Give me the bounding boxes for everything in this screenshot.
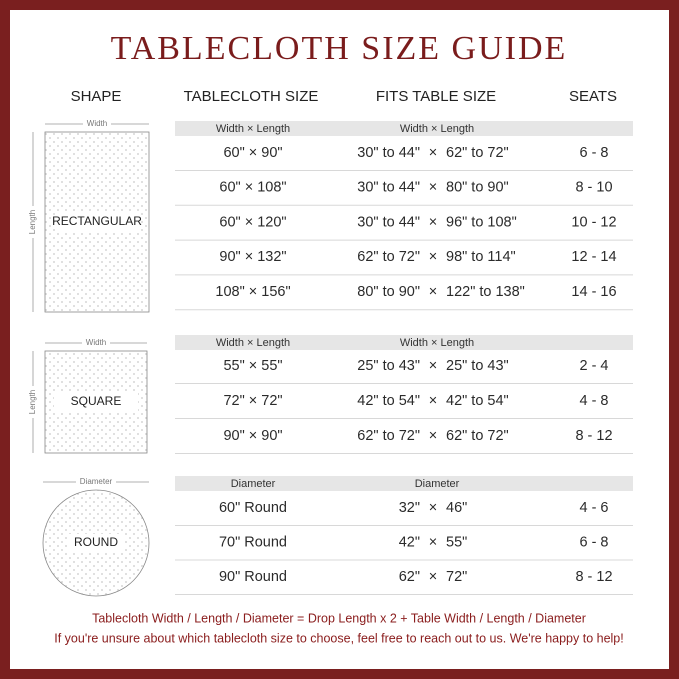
fits-to: 62" to 72" xyxy=(446,145,509,161)
tablecloth-size: 72" × 72" xyxy=(223,393,282,409)
fits-from: 62" to 72" xyxy=(357,249,420,265)
subheader-bar xyxy=(175,335,633,350)
tablecloth-size: 70" Round xyxy=(219,534,287,550)
fits-times: × xyxy=(429,284,437,300)
subheader-bar xyxy=(175,476,633,491)
subheader: Diameter xyxy=(415,478,460,490)
tablecloth-size: 60" × 108" xyxy=(219,180,286,196)
tablecloth-size: 60" × 120" xyxy=(219,214,286,230)
subheader: Width × Length xyxy=(400,337,474,349)
seats: 14 - 16 xyxy=(571,284,616,300)
fits-from: 80" to 90" xyxy=(357,284,420,300)
fits-times: × xyxy=(429,500,437,516)
fits-from: 42" to 54" xyxy=(357,393,420,409)
footer-note: If you're unsure about which tablecloth … xyxy=(54,631,623,645)
tablecloth-size: 60" Round xyxy=(219,500,287,516)
seats: 4 - 8 xyxy=(579,393,608,409)
subheader: Diameter xyxy=(231,478,276,490)
seats: 8 - 12 xyxy=(575,428,612,444)
fits-from: 42" xyxy=(399,534,420,550)
dimension-label: Diameter xyxy=(80,477,113,486)
dimension-label: Length xyxy=(28,210,37,234)
label-backdrop xyxy=(55,213,139,231)
subheader: Width × Length xyxy=(216,123,290,135)
fits-times: × xyxy=(429,180,437,196)
fits-from: 62" to 72" xyxy=(357,428,420,444)
fits-times: × xyxy=(429,358,437,374)
fits-from: 62" xyxy=(399,569,420,585)
fits-to: 80" to 90" xyxy=(446,180,509,196)
seats: 6 - 8 xyxy=(579,534,608,550)
column-header: SEATS xyxy=(569,88,617,105)
fits-times: × xyxy=(429,145,437,161)
dimension-label: Length xyxy=(28,390,37,414)
fits-to: 25" to 43" xyxy=(446,358,509,374)
shape-label: RECTANGULAR xyxy=(52,214,142,228)
label-backdrop xyxy=(54,393,138,411)
fits-from: 30" to 44" xyxy=(357,214,420,230)
fits-times: × xyxy=(429,393,437,409)
column-header: TABLECLOTH SIZE xyxy=(184,88,319,105)
seats: 6 - 8 xyxy=(579,145,608,161)
column-header: FITS TABLE SIZE xyxy=(376,88,496,105)
fits-times: × xyxy=(429,428,437,444)
shape-label: ROUND xyxy=(74,535,118,549)
fits-times: × xyxy=(429,534,437,550)
seats: 4 - 6 xyxy=(579,500,608,516)
label-backdrop xyxy=(68,534,124,552)
fits-to: 98" to 114" xyxy=(446,249,516,265)
subheader: Width × Length xyxy=(400,123,474,135)
fits-times: × xyxy=(429,249,437,265)
fits-from: 32" xyxy=(399,500,420,516)
column-header: SHAPE xyxy=(71,88,122,105)
seats: 10 - 12 xyxy=(571,214,616,230)
tablecloth-size: 90" × 132" xyxy=(219,249,286,265)
fits-times: × xyxy=(429,214,437,230)
subheader: Width × Length xyxy=(216,337,290,349)
tablecloth-size: 60" × 90" xyxy=(223,145,282,161)
fits-to: 46" xyxy=(446,500,467,516)
subheader-bar xyxy=(175,121,633,136)
tablecloth-size: 90" × 90" xyxy=(223,428,282,444)
dimension-label: Width xyxy=(87,119,107,128)
fits-from: 25" to 43" xyxy=(357,358,420,374)
seats: 12 - 14 xyxy=(571,249,616,265)
fits-to: 96" to 108" xyxy=(446,214,517,230)
fits-to: 122" to 138" xyxy=(446,284,525,300)
fits-to: 72" xyxy=(446,569,467,585)
shape-label: SQUARE xyxy=(71,394,122,408)
seats: 8 - 12 xyxy=(575,569,612,585)
fits-from: 30" to 44" xyxy=(357,180,420,196)
seats: 2 - 4 xyxy=(579,358,608,374)
fits-to: 55" xyxy=(446,534,467,550)
fits-to: 42" to 54" xyxy=(446,393,509,409)
dimension-label: Width xyxy=(86,338,106,347)
title: TABLECLOTH SIZE GUIDE xyxy=(111,30,568,67)
tablecloth-size: 55" × 55" xyxy=(223,358,282,374)
fits-times: × xyxy=(429,569,437,585)
fits-to: 62" to 72" xyxy=(446,428,509,444)
fits-from: 30" to 44" xyxy=(357,145,420,161)
seats: 8 - 10 xyxy=(575,180,612,196)
tablecloth-size: 108" × 156" xyxy=(215,284,290,300)
tablecloth-size: 90" Round xyxy=(219,569,287,585)
footer-note: Tablecloth Width / Length / Diameter = D… xyxy=(92,611,586,625)
